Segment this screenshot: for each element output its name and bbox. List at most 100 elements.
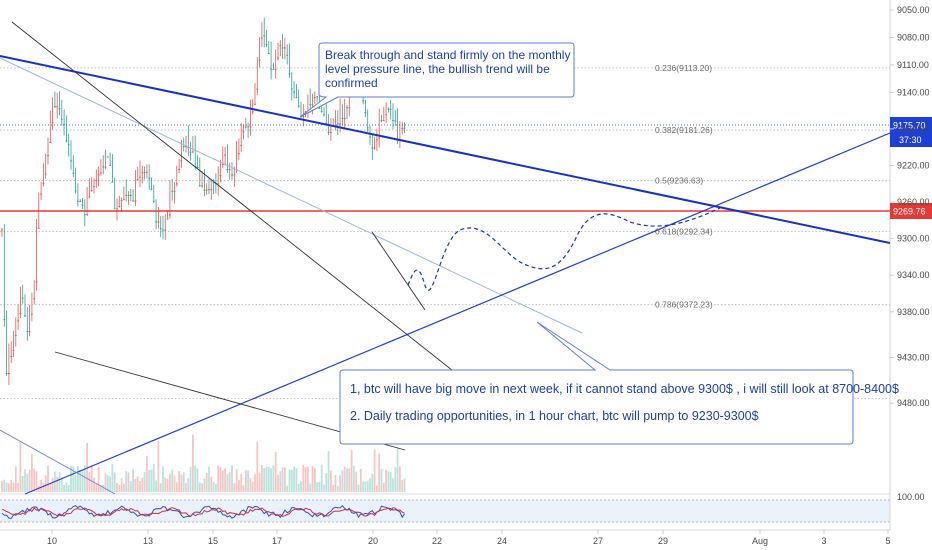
volume-bar xyxy=(357,484,360,492)
candle-body xyxy=(364,112,367,114)
candle-body xyxy=(304,111,307,113)
candle-body xyxy=(325,122,328,124)
volume-bar xyxy=(376,485,378,492)
candle-body xyxy=(339,123,341,125)
candle-body xyxy=(196,167,199,169)
volume-bar xyxy=(288,469,291,492)
candle-body xyxy=(242,131,245,133)
y-tick-label: 9220.00 xyxy=(897,161,930,171)
volume-bar xyxy=(146,455,148,492)
candle-body xyxy=(192,151,194,153)
volume-bar xyxy=(49,484,52,492)
volume-bar xyxy=(272,465,275,492)
volume-bar xyxy=(339,475,341,492)
candle-body xyxy=(90,190,93,192)
candle-body xyxy=(157,221,160,223)
volume-bar xyxy=(251,481,254,492)
volume-bar xyxy=(242,485,245,492)
volume-bar xyxy=(123,483,125,492)
candle-body xyxy=(265,44,268,46)
volume-bar xyxy=(210,476,213,492)
y-tick-label: 9480.00 xyxy=(897,398,930,408)
oscillator-tick-label: 100.00 xyxy=(897,492,925,502)
minor-trendline xyxy=(0,429,116,495)
candle-body xyxy=(270,68,272,70)
volume-bar xyxy=(77,466,79,492)
volume-bar xyxy=(201,483,203,492)
candle-body xyxy=(284,47,286,49)
volume-bar xyxy=(215,483,217,492)
candle-body xyxy=(113,208,116,210)
monthly-pressure-line xyxy=(0,55,891,244)
volume-bar xyxy=(187,478,190,492)
y-tick-label: 9140.00 xyxy=(897,87,930,97)
volume-bar xyxy=(244,470,247,492)
volume-bar xyxy=(81,469,84,492)
top-callout[interactable]: Break through and stand firmly on the mo… xyxy=(299,42,575,118)
candle-body xyxy=(295,97,298,99)
volume-bar xyxy=(394,467,397,492)
candle-body xyxy=(318,107,321,109)
trend-drawings[interactable]: 9269.76 9175.70 37:30 xyxy=(0,21,932,495)
volume-bar xyxy=(346,468,348,492)
volume-bar xyxy=(198,482,201,492)
top-callout-line: Break through and stand firmly on the mo… xyxy=(325,48,570,62)
candle-body xyxy=(143,171,146,173)
volume-bar xyxy=(382,482,385,492)
candle-body xyxy=(65,140,68,142)
volume-bar xyxy=(17,483,19,492)
volume-bar xyxy=(65,482,68,492)
volume-bar xyxy=(205,472,208,492)
volume-bar xyxy=(403,478,406,492)
volume-bar xyxy=(10,479,13,492)
volume-bar xyxy=(240,474,243,492)
wedge-upper-line xyxy=(371,231,426,311)
volume-bar xyxy=(307,466,309,492)
candle-body xyxy=(366,127,369,129)
x-tick-label: 29 xyxy=(658,536,668,546)
candle-body xyxy=(185,146,187,148)
volume-bar xyxy=(359,469,362,492)
x-tick-label: 22 xyxy=(432,536,442,546)
volume-bar xyxy=(42,482,45,492)
volume-bar xyxy=(281,467,284,492)
candle-body xyxy=(297,105,300,107)
y-axis[interactable]: 9480.00 9430.00 9380.00 9340.00 9300.00 9260.… xyxy=(890,0,930,502)
volume-bar xyxy=(51,477,54,492)
volume-bar xyxy=(265,466,268,492)
candle-body xyxy=(267,52,270,54)
volume-bar xyxy=(19,441,22,492)
candle-body xyxy=(279,44,282,46)
volume-bar xyxy=(152,464,155,492)
fib-level-label: 0.786(9372.23) xyxy=(655,300,713,310)
candle-body xyxy=(83,214,86,216)
y-tick-label: 9300.00 xyxy=(897,234,930,244)
volume-bar xyxy=(90,464,93,492)
bottom-callout[interactable]: 1, btc will have big move in next week, … xyxy=(339,321,899,445)
candle-body xyxy=(208,189,210,191)
candle-body xyxy=(238,153,240,155)
candle-body xyxy=(378,137,381,139)
volume-bar xyxy=(261,465,263,492)
volume-bar xyxy=(300,481,302,492)
candle-body xyxy=(376,139,378,141)
x-axis[interactable]: 10 13 15 17 20 22 24 27 29 Aug 3 5 xyxy=(47,530,891,546)
volume-bar xyxy=(293,466,295,492)
volume-bar xyxy=(290,469,293,492)
volume-bar xyxy=(132,469,134,492)
candle-body xyxy=(221,164,224,166)
volume-bar xyxy=(3,479,6,492)
candle-body xyxy=(123,198,125,200)
volume-bar xyxy=(362,481,364,492)
candle-body xyxy=(362,100,364,102)
volume-bars xyxy=(1,434,406,492)
top-callout-line: level pressure line, the bullish trend w… xyxy=(325,62,550,76)
volume-bar xyxy=(233,483,236,492)
volume-bar xyxy=(102,484,105,492)
candle-body xyxy=(88,196,91,198)
candle-body xyxy=(24,315,26,317)
volume-bar xyxy=(83,465,86,492)
candle-body xyxy=(247,126,249,128)
